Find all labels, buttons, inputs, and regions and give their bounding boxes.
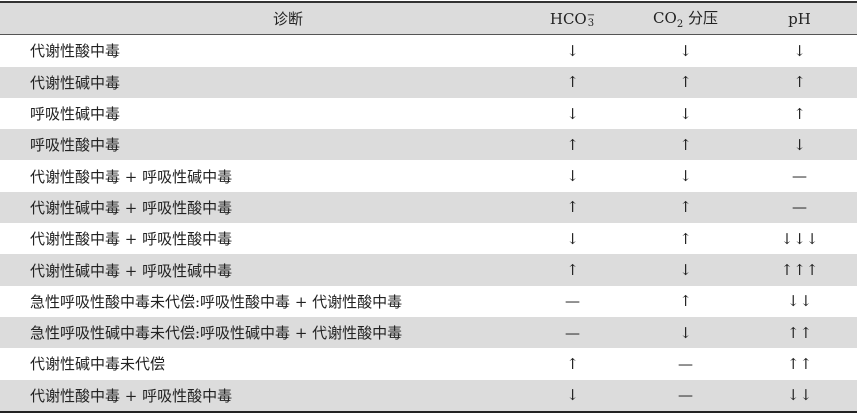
diagnosis-cell: 代谢性酸中毒 + 呼吸性酸中毒 xyxy=(30,386,233,405)
table-row: 呼吸性碱中毒 ↓ ↓ ↑ xyxy=(0,98,857,129)
table-row: 代谢性碱中毒 + 呼吸性碱中毒 ↑ ↓ ↑↑↑ xyxy=(0,254,857,286)
ph-cell: ↓↓ xyxy=(786,292,813,311)
diagnosis-cell: 代谢性酸中毒 + 呼吸性酸中毒 xyxy=(30,230,233,249)
table-row: 代谢性酸中毒 + 呼吸性碱中毒 ↓ ↓ — xyxy=(0,160,857,191)
header-ph: pH xyxy=(788,9,811,28)
hco3-cell: — xyxy=(565,292,580,311)
hco3-cell: ↓ xyxy=(566,386,579,405)
hco3-cell: — xyxy=(565,323,580,342)
table-row: 代谢性碱中毒未代偿 ↑ — ↑↑ xyxy=(0,348,857,379)
co2-cell: ↑ xyxy=(679,73,692,92)
ph-cell: ↓↓↓ xyxy=(780,229,819,248)
table-row: 代谢性碱中毒 ↑ ↑ ↑ xyxy=(0,66,857,98)
co2-cell: — xyxy=(678,386,693,405)
ph-cell: — xyxy=(792,198,807,217)
hco3-cell: ↓ xyxy=(566,167,579,186)
co2-cell: ↓ xyxy=(679,167,692,186)
table-row: 代谢性碱中毒 + 呼吸性酸中毒 ↑ ↑ — xyxy=(0,191,857,224)
hco3-cell: ↑ xyxy=(566,354,579,373)
diagnosis-cell: 代谢性碱中毒未代偿 xyxy=(30,355,166,374)
ph-cell: ↑ xyxy=(793,104,806,123)
hco3-cell: ↓ xyxy=(566,41,579,60)
ph-cell: ↓↓ xyxy=(786,386,813,405)
table-row: 代谢性酸中毒 + 呼吸性酸中毒 ↓ ↑ ↓↓↓ xyxy=(0,223,857,254)
ph-cell: ↓ xyxy=(793,41,806,60)
ph-cell: — xyxy=(792,167,807,186)
table-row: 代谢性酸中毒 ↓ ↓ ↓ xyxy=(0,35,857,67)
header-hco3: HCO −3 xyxy=(516,2,629,35)
diagnosis-cell: 代谢性碱中毒 xyxy=(30,73,121,92)
table-row: 呼吸性酸中毒 ↑ ↑ ↓ xyxy=(0,129,857,161)
hco3-cell: ↑ xyxy=(566,198,579,217)
co2-cell: ↑ xyxy=(679,292,692,311)
diagnosis-cell: 代谢性碱中毒 + 呼吸性碱中毒 xyxy=(30,261,233,280)
ph-cell: ↑↑↑ xyxy=(780,261,819,280)
table-row: 代谢性酸中毒 + 呼吸性酸中毒 ↓ — ↓↓ xyxy=(0,379,857,412)
hco3-sub: 3 xyxy=(587,17,595,29)
ph-cell: ↑ xyxy=(793,73,806,92)
table-row: 急性呼吸性酸中毒未代偿:呼吸性酸中毒 + 代谢性酸中毒 — ↑ ↓↓ xyxy=(0,286,857,317)
hco3-cell: ↓ xyxy=(566,229,579,248)
co2-cell: ↑ xyxy=(679,198,692,217)
co2-cell: ↓ xyxy=(679,41,692,60)
diagnosis-cell: 代谢性酸中毒 xyxy=(30,42,121,61)
hco3-cell: ↑ xyxy=(566,73,579,92)
co2-cell: ↓ xyxy=(679,104,692,123)
co2-sub: 2 xyxy=(676,19,684,31)
ph-cell: ↑↑ xyxy=(786,354,813,373)
co2-cell: ↑ xyxy=(679,135,692,154)
diagnosis-cell: 急性呼吸性碱中毒未代偿:呼吸性碱中毒 + 代谢性酸中毒 xyxy=(30,324,403,343)
diagnosis-cell: 呼吸性碱中毒 xyxy=(30,105,121,124)
ph-cell: ↓ xyxy=(793,135,806,154)
hco3-sup: − xyxy=(586,9,596,21)
header-co2: CO2 分压 xyxy=(629,2,742,35)
co2-cell: — xyxy=(678,354,693,373)
diagnosis-cell: 代谢性碱中毒 + 呼吸性酸中毒 xyxy=(30,198,233,217)
hco3-cell: ↑ xyxy=(566,135,579,154)
co2-cell: ↑ xyxy=(679,229,692,248)
header-diagnosis: 诊断 xyxy=(272,10,303,29)
ph-cell: ↑↑ xyxy=(786,323,813,342)
table-row: 急性呼吸性碱中毒未代偿:呼吸性碱中毒 + 代谢性酸中毒 — ↓ ↑↑ xyxy=(0,316,857,349)
diagnosis-cell: 代谢性酸中毒 + 呼吸性碱中毒 xyxy=(30,167,233,186)
header-row: 诊断 HCO −3 CO2 分压 pH xyxy=(0,2,857,35)
hco3-cell: ↑ xyxy=(566,261,579,280)
co2-base: CO xyxy=(653,9,677,28)
hco3-cell: ↓ xyxy=(566,104,579,123)
co2-suffix: 分压 xyxy=(683,9,718,28)
diagnosis-cell: 急性呼吸性酸中毒未代偿:呼吸性酸中毒 + 代谢性酸中毒 xyxy=(30,292,403,311)
diagnosis-cell: 呼吸性酸中毒 xyxy=(30,136,121,155)
hco3-base: HCO xyxy=(549,9,587,28)
hco3-script: −3 xyxy=(586,9,596,29)
co2-cell: ↓ xyxy=(679,261,692,280)
co2-cell: ↓ xyxy=(679,323,692,342)
